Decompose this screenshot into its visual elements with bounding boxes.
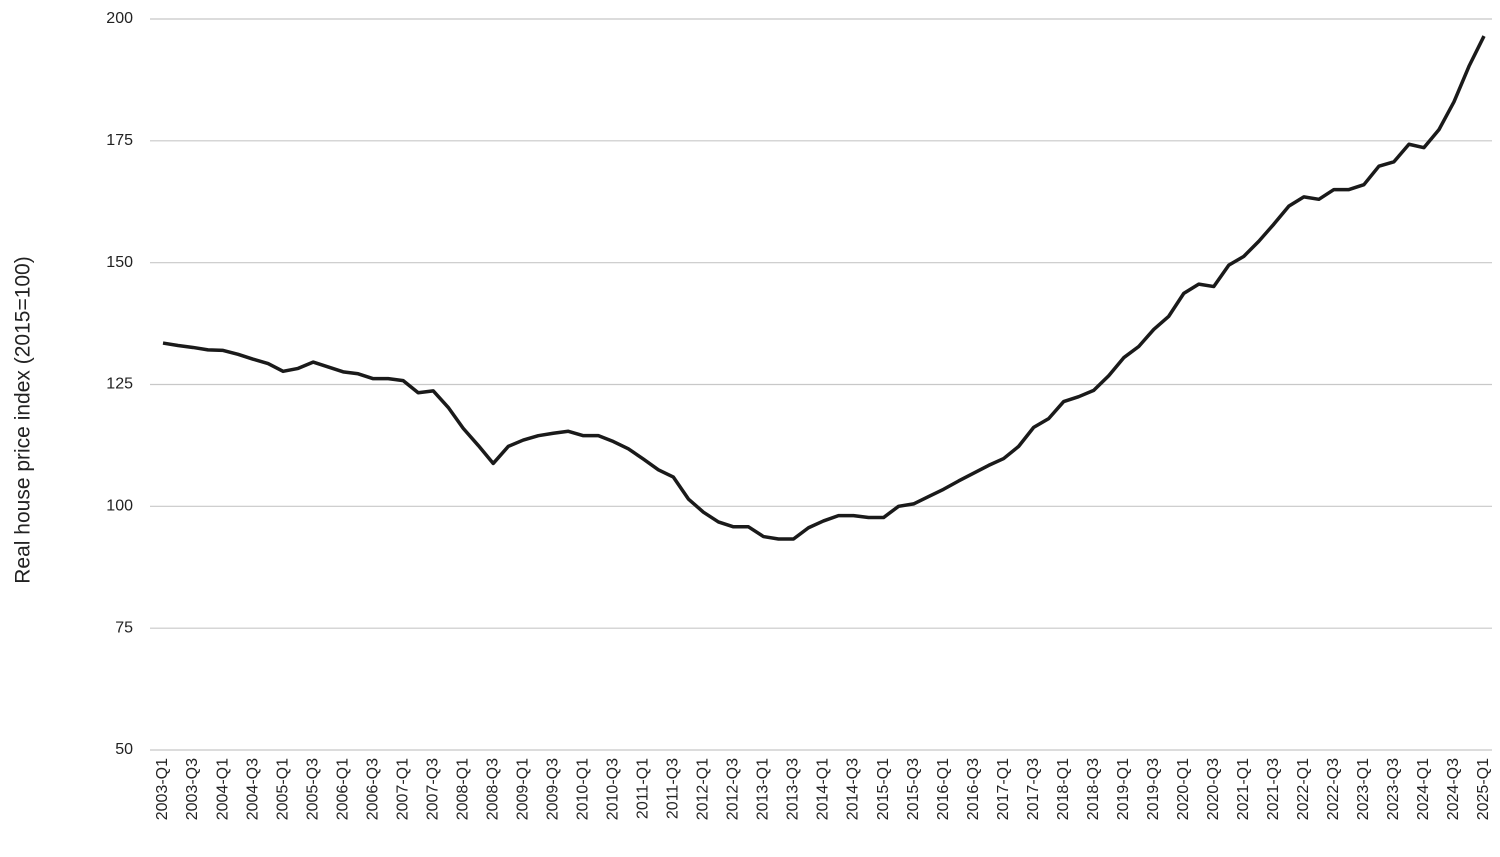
x-tick-label: 2017-Q3 (1025, 758, 1042, 820)
x-tick-label: 2022-Q3 (1325, 758, 1342, 820)
x-tick-label: 2016-Q3 (965, 758, 982, 820)
x-tick-label: 2019-Q3 (1145, 758, 1162, 820)
x-tick-label: 2020-Q3 (1205, 758, 1222, 820)
x-tick-label: 2012-Q3 (725, 758, 742, 820)
x-tick-label: 2011-Q3 (665, 758, 682, 819)
x-tick-label: 2015-Q3 (905, 758, 922, 820)
x-tick-label: 2010-Q1 (575, 758, 592, 820)
x-tick-label: 2013-Q3 (785, 758, 802, 820)
y-tick-label: 175 (106, 132, 133, 149)
y-tick-label: 200 (106, 10, 133, 27)
x-tick-label: 2016-Q1 (935, 758, 952, 820)
x-tick-label: 2003-Q1 (154, 758, 171, 820)
y-tick-label: 150 (106, 254, 133, 271)
x-tick-label: 2020-Q1 (1175, 758, 1192, 820)
x-tick-label: 2007-Q1 (394, 758, 411, 820)
x-tick-label: 2017-Q1 (995, 758, 1012, 820)
y-axis-label: Real house price index (2015=100) (12, 256, 35, 583)
x-tick-label: 2006-Q1 (334, 758, 351, 820)
x-tick-label: 2018-Q1 (1055, 758, 1072, 820)
x-tick-label: 2005-Q1 (274, 758, 291, 820)
x-tick-label: 2014-Q1 (815, 758, 832, 820)
x-tick-label: 2012-Q1 (695, 758, 712, 820)
x-tick-label: 2024-Q3 (1445, 758, 1462, 820)
x-tick-label: 2014-Q3 (845, 758, 862, 820)
x-tick-label: 2022-Q1 (1295, 758, 1312, 820)
x-tick-label: 2003-Q3 (184, 758, 201, 820)
x-tick-label: 2021-Q1 (1235, 758, 1252, 820)
x-tick-label: 2025-Q1 (1475, 758, 1492, 820)
x-tick-label: 2024-Q1 (1415, 758, 1432, 820)
x-tick-label: 2010-Q3 (605, 758, 622, 820)
x-tick-label: 2006-Q3 (364, 758, 381, 820)
y-tick-label: 125 (106, 376, 133, 393)
x-tick-label: 2013-Q1 (755, 758, 772, 820)
x-tick-label: 2005-Q3 (304, 758, 321, 820)
x-tick-label: 2007-Q3 (424, 758, 441, 820)
x-tick-label: 2019-Q1 (1115, 758, 1132, 820)
x-tick-label: 2008-Q1 (454, 758, 471, 820)
x-tick-label: 2023-Q1 (1355, 758, 1372, 820)
y-tick-label: 50 (115, 741, 133, 758)
x-tick-label: 2009-Q1 (514, 758, 531, 820)
x-tick-label: 2004-Q1 (214, 758, 231, 820)
y-tick-label: 75 (115, 619, 133, 636)
x-tick-label: 2023-Q3 (1385, 758, 1402, 820)
x-tick-label: 2004-Q3 (244, 758, 261, 820)
y-tick-label: 100 (106, 498, 133, 515)
x-tick-label: 2009-Q3 (545, 758, 562, 820)
x-tick-label: 2018-Q3 (1085, 758, 1102, 820)
x-tick-label: 2015-Q1 (875, 758, 892, 820)
x-tick-label: 2021-Q3 (1265, 758, 1282, 820)
x-tick-label: 2008-Q3 (484, 758, 501, 820)
x-tick-label: 2011-Q1 (635, 758, 652, 819)
data-line (162, 35, 1486, 541)
